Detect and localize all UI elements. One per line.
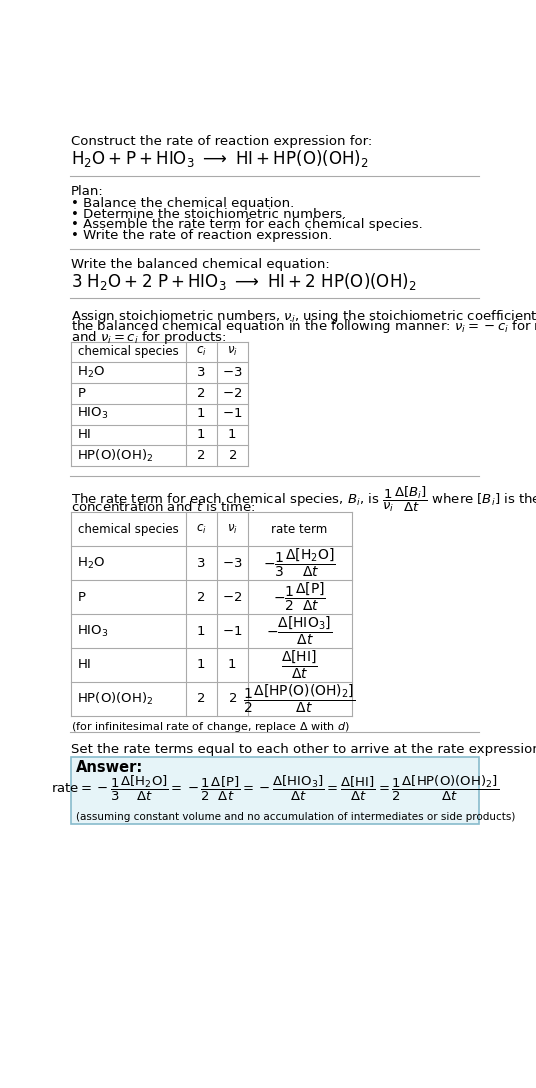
FancyBboxPatch shape	[71, 756, 479, 825]
Text: $-\dfrac{1}{3}\dfrac{\Delta[\mathrm{H_2O}]}{\Delta t}$: $-\dfrac{1}{3}\dfrac{\Delta[\mathrm{H_2O…	[263, 547, 336, 580]
Text: $\mathrm{HI}$: $\mathrm{HI}$	[77, 658, 92, 671]
Text: 2: 2	[197, 449, 205, 462]
Text: $-1$: $-1$	[222, 625, 242, 638]
Text: $\mathrm{HP(O)(OH)_2}$: $\mathrm{HP(O)(OH)_2}$	[77, 447, 153, 463]
Text: $\mathrm{P}$: $\mathrm{P}$	[77, 591, 87, 604]
Text: (for infinitesimal rate of change, replace $\Delta$ with $d$): (for infinitesimal rate of change, repla…	[71, 719, 350, 733]
Text: Set the rate terms equal to each other to arrive at the rate expression:: Set the rate terms equal to each other t…	[71, 743, 536, 756]
Text: $\mathrm{H_2O + P + HIO_3\ \longrightarrow\ HI + HP(O)(OH)_2}$: $\mathrm{H_2O + P + HIO_3\ \longrightarr…	[71, 148, 368, 170]
Text: $\mathrm{3\ H_2O + 2\ P + HIO_3\ \longrightarrow\ HI + 2\ HP(O)(OH)_2}$: $\mathrm{3\ H_2O + 2\ P + HIO_3\ \longri…	[71, 271, 416, 292]
Text: Construct the rate of reaction expression for:: Construct the rate of reaction expressio…	[71, 135, 372, 148]
Text: $-3$: $-3$	[222, 557, 242, 570]
Text: the balanced chemical equation in the following manner: $\nu_i = -c_i$ for react: the balanced chemical equation in the fo…	[71, 319, 536, 335]
Text: • Assemble the rate term for each chemical species.: • Assemble the rate term for each chemic…	[71, 219, 422, 232]
Text: $\mathrm{HIO_3}$: $\mathrm{HIO_3}$	[77, 407, 109, 421]
Text: $1$: $1$	[227, 429, 237, 442]
Text: 1: 1	[197, 407, 205, 420]
Text: concentration and $t$ is time:: concentration and $t$ is time:	[71, 500, 255, 515]
Text: 2: 2	[197, 591, 205, 604]
Text: $\mathrm{HIO_3}$: $\mathrm{HIO_3}$	[77, 623, 109, 639]
Text: 3: 3	[197, 366, 205, 379]
Text: • Determine the stoichiometric numbers.: • Determine the stoichiometric numbers.	[71, 208, 346, 221]
Text: Plan:: Plan:	[71, 185, 103, 198]
Text: $-2$: $-2$	[222, 386, 242, 399]
Text: $\mathrm{rate} = -\dfrac{1}{3}\dfrac{\Delta[\mathrm{H_2O}]}{\Delta t} = -\dfrac{: $\mathrm{rate} = -\dfrac{1}{3}\dfrac{\De…	[51, 774, 498, 803]
Text: The rate term for each chemical species, $B_i$, is $\dfrac{1}{\nu_i}\dfrac{\Delt: The rate term for each chemical species,…	[71, 485, 536, 515]
Text: chemical species: chemical species	[78, 345, 178, 358]
Text: $\mathrm{HI}$: $\mathrm{HI}$	[77, 429, 92, 442]
Text: $\dfrac{\Delta[\mathrm{HI}]}{\Delta t}$: $\dfrac{\Delta[\mathrm{HI}]}{\Delta t}$	[281, 648, 318, 681]
Text: $\dfrac{1}{2}\dfrac{\Delta[\mathrm{HP(O)(OH)_2}]}{\Delta t}$: $\dfrac{1}{2}\dfrac{\Delta[\mathrm{HP(O)…	[243, 682, 356, 715]
Text: $-2$: $-2$	[222, 591, 242, 604]
Text: 1: 1	[197, 429, 205, 442]
Text: $\mathrm{P}$: $\mathrm{P}$	[77, 386, 87, 399]
Text: 2: 2	[197, 692, 205, 705]
Text: (assuming constant volume and no accumulation of intermediates or side products): (assuming constant volume and no accumul…	[76, 812, 516, 823]
Text: $2$: $2$	[227, 692, 236, 705]
Text: Answer:: Answer:	[76, 759, 144, 775]
Text: 2: 2	[197, 386, 205, 399]
Text: $\nu_i$: $\nu_i$	[227, 523, 237, 536]
Text: $\nu_i$: $\nu_i$	[227, 345, 237, 358]
Text: $-3$: $-3$	[222, 366, 242, 379]
Text: $\mathrm{HP(O)(OH)_2}$: $\mathrm{HP(O)(OH)_2}$	[77, 691, 153, 707]
Text: $\mathrm{H_2O}$: $\mathrm{H_2O}$	[77, 556, 105, 571]
Text: $c_i$: $c_i$	[196, 523, 206, 536]
Text: $c_i$: $c_i$	[196, 345, 206, 358]
Text: 1: 1	[197, 658, 205, 671]
Text: • Balance the chemical equation.: • Balance the chemical equation.	[71, 197, 294, 210]
Text: 3: 3	[197, 557, 205, 570]
Text: $-\dfrac{1}{2}\dfrac{\Delta[\mathrm{P}]}{\Delta t}$: $-\dfrac{1}{2}\dfrac{\Delta[\mathrm{P}]}…	[273, 581, 326, 614]
Text: $-1$: $-1$	[222, 407, 242, 420]
Text: • Write the rate of reaction expression.: • Write the rate of reaction expression.	[71, 230, 332, 243]
Text: and $\nu_i = c_i$ for products:: and $\nu_i = c_i$ for products:	[71, 330, 227, 346]
Text: $-\dfrac{\Delta[\mathrm{HIO_3}]}{\Delta t}$: $-\dfrac{\Delta[\mathrm{HIO_3}]}{\Delta …	[266, 615, 332, 647]
Text: $\mathrm{H_2O}$: $\mathrm{H_2O}$	[77, 364, 105, 380]
Text: chemical species: chemical species	[78, 523, 178, 536]
Text: $2$: $2$	[227, 449, 236, 462]
Text: Assign stoichiometric numbers, $\nu_i$, using the stoichiometric coefficients, $: Assign stoichiometric numbers, $\nu_i$, …	[71, 308, 536, 324]
Text: $1$: $1$	[227, 658, 237, 671]
Text: 1: 1	[197, 625, 205, 638]
Text: rate term: rate term	[271, 523, 327, 536]
Text: Write the balanced chemical equation:: Write the balanced chemical equation:	[71, 258, 330, 271]
